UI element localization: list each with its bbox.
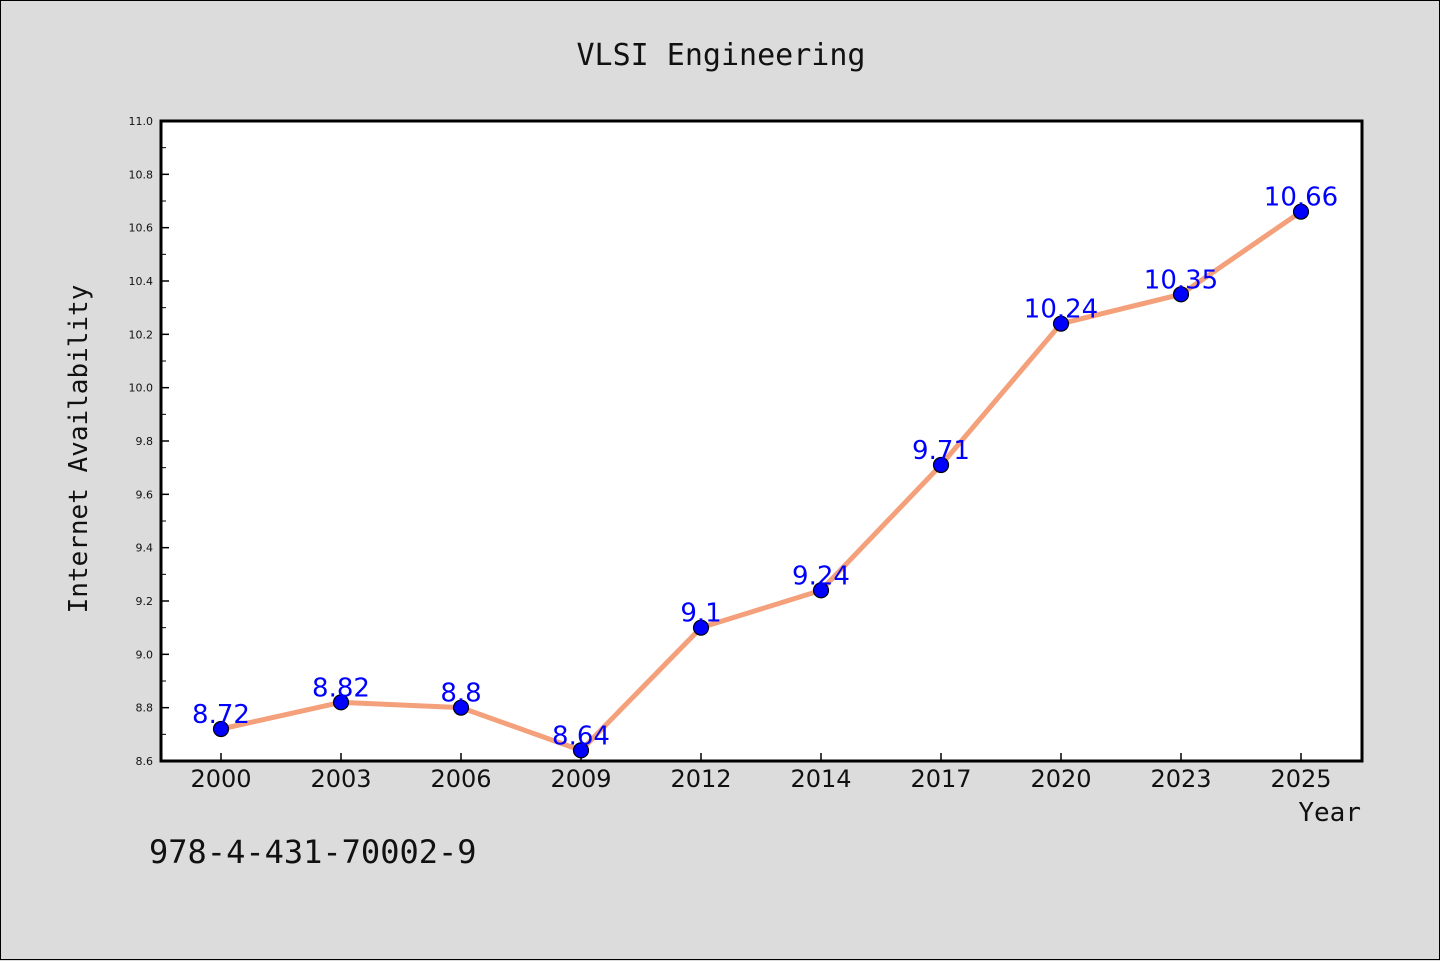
x-tick-label: 2014 bbox=[790, 765, 851, 793]
y-tick-label: 9.6 bbox=[136, 488, 154, 501]
data-point bbox=[692, 619, 710, 636]
y-tick-label: 9.4 bbox=[136, 542, 154, 555]
y-axis: 8.6 8.8 9.0 9.2 9.4 9.6 9.8 10.0 10.2 10.4 10.6 10.… bbox=[129, 115, 169, 768]
x-axis: 2000 2003 2006 2009 2012 2014 2017 2020 2023 2025 bbox=[190, 753, 1332, 793]
y-tick-label: 10.4 bbox=[129, 275, 154, 288]
y-tick-label: 10.6 bbox=[129, 222, 154, 235]
footer-isbn: 978-4-431-70002-9 bbox=[149, 833, 477, 871]
x-tick-label: 2012 bbox=[670, 765, 731, 793]
data-label: 9.71 bbox=[912, 436, 970, 466]
data-label: 9.24 bbox=[792, 561, 850, 591]
data-point bbox=[212, 720, 230, 738]
y-tick-label: 9.8 bbox=[136, 435, 154, 448]
x-tick-label: 2025 bbox=[1270, 765, 1331, 793]
data-point bbox=[332, 694, 350, 711]
x-tick-label: 2000 bbox=[190, 765, 251, 793]
y-tick-label: 8.8 bbox=[136, 702, 154, 715]
data-labels: 8.72 8.82 8.8 8.64 9.1 9.24 9.71 10.24 10.35 10.6… bbox=[192, 183, 1338, 752]
data-point bbox=[812, 582, 830, 599]
data-label: 10.35 bbox=[1144, 265, 1218, 295]
x-tick-label: 2017 bbox=[910, 765, 971, 793]
y-axis-label: Internet Availability bbox=[64, 285, 94, 614]
data-point bbox=[1172, 286, 1190, 303]
data-point bbox=[572, 742, 590, 759]
y-tick-label: 11.0 bbox=[129, 115, 154, 128]
data-label: 8.8 bbox=[440, 679, 481, 709]
y-tick-label: 8.6 bbox=[136, 755, 154, 768]
data-label: 8.82 bbox=[312, 673, 370, 703]
series-line bbox=[218, 209, 1304, 753]
x-tick-label: 2003 bbox=[310, 765, 371, 793]
x-tick-label: 2006 bbox=[430, 765, 491, 793]
data-point bbox=[1292, 203, 1310, 220]
y-tick-label: 10.2 bbox=[129, 328, 154, 341]
data-label: 10.66 bbox=[1264, 183, 1338, 213]
data-label: 10.24 bbox=[1024, 295, 1098, 325]
chart-title: VLSI Engineering bbox=[577, 38, 866, 73]
data-label: 9.1 bbox=[680, 599, 721, 629]
x-tick-label: 2009 bbox=[550, 765, 611, 793]
x-axis-label: Year bbox=[1298, 798, 1361, 828]
data-label: 8.72 bbox=[192, 700, 250, 730]
y-tick-label: 10.0 bbox=[129, 382, 154, 395]
data-point bbox=[1052, 315, 1070, 332]
data-points bbox=[212, 203, 1310, 759]
x-tick-label: 2023 bbox=[1150, 765, 1211, 793]
y-tick-label: 9.2 bbox=[136, 595, 154, 608]
data-point bbox=[452, 699, 470, 716]
data-label: 8.64 bbox=[552, 721, 610, 751]
x-tick-label: 2020 bbox=[1030, 765, 1091, 793]
plot-area bbox=[159, 119, 1364, 763]
y-tick-label: 10.8 bbox=[129, 168, 154, 181]
data-point bbox=[932, 456, 950, 474]
y-tick-label: 9.0 bbox=[136, 648, 154, 661]
